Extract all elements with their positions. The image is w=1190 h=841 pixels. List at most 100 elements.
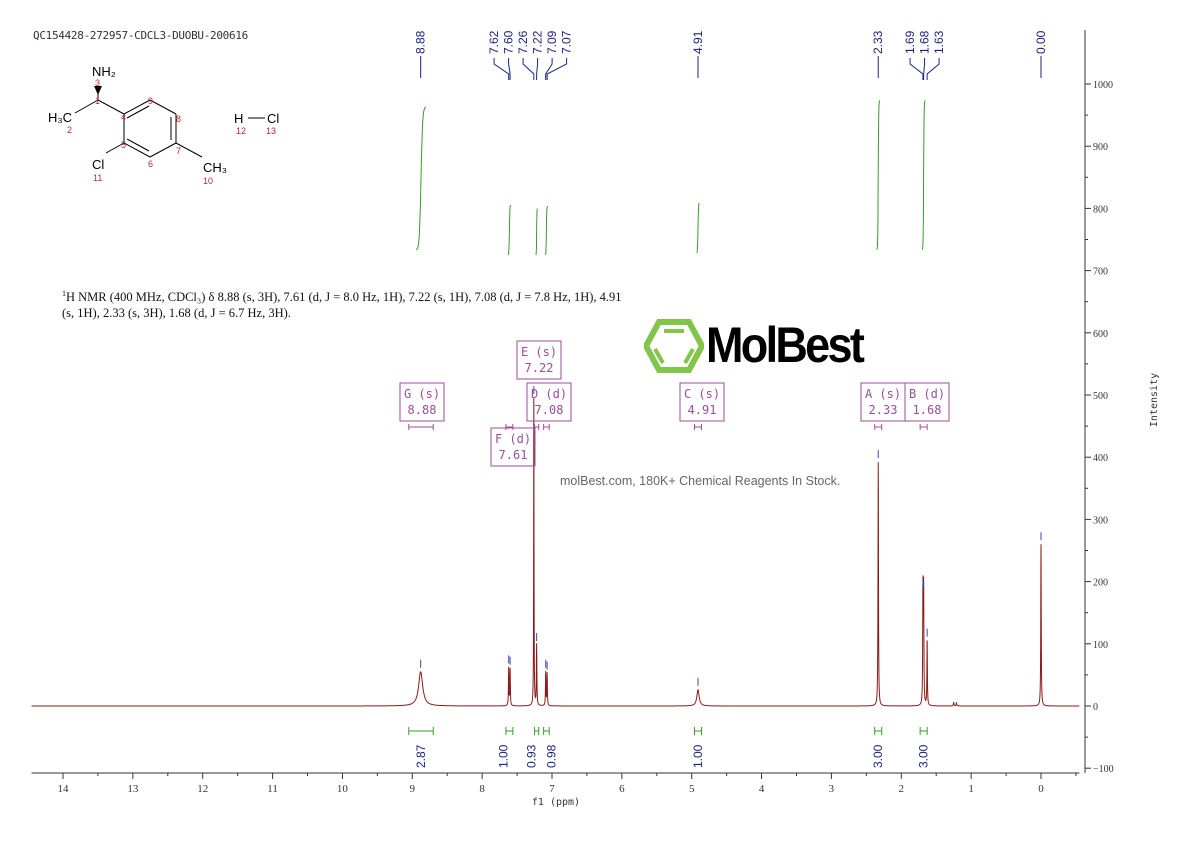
x-tick-label: 2 [899,783,905,795]
peak-label-text: 7.26 [516,30,530,54]
multiplet-box: D (d) 7.08 [526,382,572,430]
y-tick-label: 500 [1093,391,1108,402]
atom-number: 8 [176,114,181,124]
x-tick-label: 3 [829,783,835,795]
x-tick-label: 12 [197,783,208,795]
atom-number: 1 [95,96,100,106]
y-tick-label: 800 [1093,204,1108,215]
peak-label: 7.60 [502,30,516,80]
peak-label-text: 7.09 [545,30,559,54]
peak-label-connector [546,58,568,80]
peak-label-text: 1.63 [932,30,946,54]
integral-value: 3.00 [871,744,885,768]
atom-cl: Cl [92,157,104,172]
atom-hcl-cl: Cl [267,111,279,126]
multiplet-label: E (s) [521,345,557,359]
atom-number: 11 [93,173,102,183]
integral-curve [507,204,512,256]
atom-nh2: NH₂ [92,64,116,79]
integral-curve [696,202,700,254]
atom-number: 9 [148,96,153,106]
peak-label-text: 0.00 [1034,30,1048,54]
peak-label-connector [923,58,926,80]
peak-label: 7.26 [516,30,535,80]
atom-number: 10 [203,176,213,186]
x-tick-label: 9 [410,783,416,795]
peak-label-text: 7.62 [487,30,501,54]
multiplet-label: D (d) [531,387,567,401]
y-tick-label: 1000 [1093,80,1113,91]
peak-label: 7.62 [487,30,510,80]
multiplet-box: C (s) 4.91 [679,382,725,430]
peak-label: 8.88 [414,30,428,78]
nmr-description: 1H NMR (400 MHz, CDCl₃) δ 8.88 (s, 3H), … [62,289,622,321]
y-tick-label: 300 [1093,515,1108,526]
multiplet-shift: 7.22 [525,361,554,375]
atom-h: H [234,111,243,126]
integral-value: 1.00 [496,744,510,768]
multiplet-shift: 1.68 [913,403,942,417]
integral-label: 3.00 [917,727,931,768]
integral-label: 3.00 [871,727,885,768]
atom-ch3: CH₃ [203,160,227,175]
peak-label: 2.33 [871,30,885,78]
peak-label-text: 2.33 [871,30,885,54]
y-axis-label: Intensity [1149,373,1160,427]
y-tick-label: 0 [1093,702,1098,713]
watermark-tagline: molBest.com, 180K+ Chemical Reagents In … [560,474,841,488]
multiplet-label: F (d) [495,432,531,446]
y-tick-label: 400 [1093,453,1108,464]
y-tick-label: 200 [1093,578,1108,589]
watermark-brand: MolBest [706,317,865,373]
multiplet-label: B (d) [909,387,945,401]
integral-curve [876,100,881,250]
peak-label-text: 1.68 [918,30,932,54]
y-tick-label: 100 [1093,640,1108,651]
y-tick-label: 600 [1093,329,1108,340]
x-tick-label: 8 [479,783,485,795]
peak-label-connector [493,58,510,80]
atom-number: 3 [95,78,100,88]
atom-number: 13 [266,126,276,136]
multiplet-box-frame [679,382,725,422]
peak-label: 1.69 [903,30,924,80]
peak-label: 7.22 [531,30,545,80]
multiplet-box-frame [526,382,572,422]
multiplet-label: A (s) [865,387,901,401]
atom-number: 2 [67,125,72,135]
x-axis-label: f1 (ppm) [532,797,580,808]
molbest-logo-icon [644,319,704,373]
y-tick-label: −100 [1093,764,1114,775]
integral-value: 1.00 [691,744,705,768]
x-tick-label: 13 [127,783,139,795]
x-tick-label: 0 [1038,783,1044,795]
multiplet-box-frame [904,382,950,422]
peak-label-text: 4.91 [691,30,705,54]
integral-value: 0.93 [525,744,539,768]
peak-label: 1.68 [918,30,932,80]
peak-label-text: 7.60 [502,30,516,54]
peak-label-text: 7.22 [531,30,545,54]
integral-value: 0.98 [544,744,558,768]
integral-curve [415,106,427,251]
x-tick-label: 14 [58,783,70,795]
atom-number: 6 [148,159,153,169]
multiplet-box-frame [399,382,445,422]
integral-label: 2.87 [408,727,434,768]
peak-label: 1.63 [926,30,946,80]
peak-label-connector [909,58,924,80]
peak-label: 4.91 [691,30,705,78]
peak-label-text: 1.69 [903,30,917,54]
x-tick-label: 6 [619,783,625,795]
peak-label-connector [508,58,511,80]
x-tick-label: 5 [689,783,695,795]
x-tick-label: 1 [968,783,974,795]
multiplet-box: B (d) 1.68 [904,382,950,430]
atom-number: 5 [121,140,126,150]
multiplet-shift: 7.08 [535,403,564,417]
atom-number: 12 [236,126,246,136]
multiplet-shift: 4.91 [688,403,717,417]
y-tick-label: 900 [1093,142,1108,153]
peak-label: 0.00 [1034,30,1048,78]
